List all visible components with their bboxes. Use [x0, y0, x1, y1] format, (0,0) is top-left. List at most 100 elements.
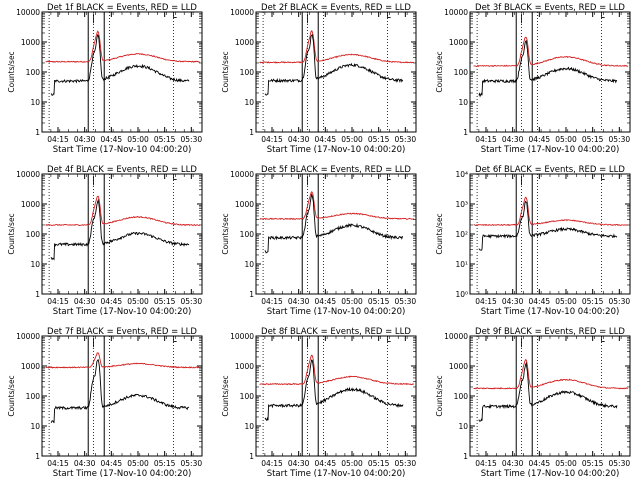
- y-axis-label: Counts/sec: [7, 51, 16, 92]
- lld-series-line: [473, 36, 629, 68]
- top-marker: └: [599, 173, 606, 186]
- ytick-label: 100: [240, 68, 255, 77]
- ytick-label: 10: [458, 422, 468, 431]
- xtick-label: 04:30: [502, 135, 524, 144]
- xtick-label: 05:30: [181, 297, 203, 306]
- panel-det-7f: Det 7f BLACK = Events, RED = LLD| └ 1 10 100…: [7, 327, 203, 479]
- y-axis-label: Counts/sec: [435, 375, 444, 416]
- ytick-label: 10¹: [455, 260, 468, 269]
- top-marker: └: [599, 11, 606, 24]
- top-marker: |: [92, 175, 95, 186]
- ytick-label: 100: [26, 230, 41, 239]
- ytick-label: 1000: [235, 38, 254, 47]
- x-axis-label: Start Time (17-Nov-10 04:00:20): [267, 145, 406, 155]
- ytick-label: 10000: [16, 332, 40, 341]
- lld-series-line: [259, 191, 415, 221]
- ytick-label: 10⁴: [455, 170, 468, 179]
- events-series-line: [478, 39, 618, 98]
- ytick-label: 100: [454, 392, 469, 401]
- xtick-label: 04:45: [315, 459, 337, 468]
- ytick-label: 1: [249, 290, 254, 299]
- plot-frame: [41, 335, 203, 457]
- panel-title: Det 9f BLACK = Events, RED = LLD: [475, 327, 625, 337]
- ytick-label: 10: [30, 98, 40, 107]
- ytick-label: 1000: [449, 362, 468, 371]
- top-marker: |: [306, 337, 309, 348]
- xtick-label: 04:45: [101, 297, 123, 306]
- ytick-label: 10: [30, 260, 40, 269]
- ytick-label: 1000: [235, 200, 254, 209]
- xtick-label: 04:15: [475, 135, 497, 144]
- panel-det-3f: Det 3f BLACK = Events, RED = LLD| └ 1 10 100…: [435, 3, 631, 155]
- lld-series-line: [259, 354, 415, 386]
- ytick-label: 10²: [455, 230, 468, 239]
- xtick-label: 04:45: [101, 459, 123, 468]
- ytick-label: 10: [244, 98, 254, 107]
- xtick-label: 05:30: [181, 459, 203, 468]
- xtick-label: 05:15: [582, 459, 604, 468]
- panel-title: Det 4f BLACK = Events, RED = LLD: [47, 165, 197, 175]
- top-marker: └: [171, 335, 178, 348]
- xtick-label: 04:30: [74, 135, 96, 144]
- x-axis-label: Start Time (17-Nov-10 04:00:20): [53, 469, 192, 479]
- top-marker: └: [171, 11, 178, 24]
- panel-title: Det 6f BLACK = Events, RED = LLD: [475, 165, 625, 175]
- ytick-label: 10000: [230, 8, 254, 17]
- xtick-label: 05:30: [395, 297, 417, 306]
- xtick-label: 05:30: [395, 459, 417, 468]
- panel-title: Det 1f BLACK = Events, RED = LLD: [47, 3, 197, 13]
- ytick-label: 10⁰: [455, 290, 468, 299]
- events-series-line: [264, 33, 404, 96]
- plot-frame: [255, 335, 417, 457]
- ytick-label: 100: [240, 392, 255, 401]
- xtick-label: 05:15: [154, 135, 176, 144]
- xtick-label: 04:45: [529, 135, 551, 144]
- x-axis-label: Start Time (17-Nov-10 04:00:20): [481, 145, 620, 155]
- x-axis-label: Start Time (17-Nov-10 04:00:20): [481, 307, 620, 317]
- xtick-label: 04:30: [502, 459, 524, 468]
- xtick-label: 05:00: [341, 135, 363, 144]
- top-marker: |: [520, 337, 523, 348]
- x-axis-label: Start Time (17-Nov-10 04:00:20): [267, 307, 406, 317]
- y-axis-label: Counts/sec: [435, 213, 444, 254]
- panel-title: Det 2f BLACK = Events, RED = LLD: [261, 3, 411, 13]
- top-marker: |: [306, 13, 309, 24]
- xtick-label: 04:15: [261, 135, 283, 144]
- events-series-line: [264, 359, 404, 422]
- plot-frame: [469, 173, 631, 295]
- events-series-line: [478, 200, 618, 251]
- panel-det-8f: Det 8f BLACK = Events, RED = LLD| └ 1 10 100…: [221, 327, 417, 479]
- xtick-label: 04:15: [475, 459, 497, 468]
- xtick-label: 04:15: [261, 297, 283, 306]
- y-axis-label: Counts/sec: [7, 213, 16, 254]
- ytick-label: 1000: [21, 200, 40, 209]
- xtick-label: 05:30: [609, 459, 631, 468]
- xtick-label: 05:30: [609, 297, 631, 306]
- ytick-label: 1: [35, 290, 40, 299]
- top-marker: └: [385, 173, 392, 186]
- ytick-label: 10: [244, 422, 254, 431]
- panel-title: Det 5f BLACK = Events, RED = LLD: [261, 165, 411, 175]
- ytick-label: 10: [458, 98, 468, 107]
- events-series-line: [50, 34, 190, 96]
- xtick-label: 04:15: [475, 297, 497, 306]
- top-marker: |: [92, 13, 95, 24]
- ytick-label: 100: [26, 392, 41, 401]
- ytick-label: 1: [35, 128, 40, 137]
- top-marker: |: [520, 175, 523, 186]
- ytick-label: 1: [463, 452, 468, 461]
- xtick-label: 05:00: [127, 297, 149, 306]
- ytick-label: 1000: [21, 362, 40, 371]
- ytick-label: 1: [35, 452, 40, 461]
- y-axis-label: Counts/sec: [435, 51, 444, 92]
- ytick-label: 100: [26, 68, 41, 77]
- panel-title: Det 3f BLACK = Events, RED = LLD: [475, 3, 625, 13]
- plot-frame: [255, 173, 417, 295]
- panel-det-1f: Det 1f BLACK = Events, RED = LLD| └ 1 10 100…: [7, 3, 203, 155]
- xtick-label: 04:45: [529, 459, 551, 468]
- x-axis-label: Start Time (17-Nov-10 04:00:20): [481, 469, 620, 479]
- ytick-label: 10000: [16, 8, 40, 17]
- xtick-label: 05:00: [341, 459, 363, 468]
- lld-series-line: [259, 30, 415, 64]
